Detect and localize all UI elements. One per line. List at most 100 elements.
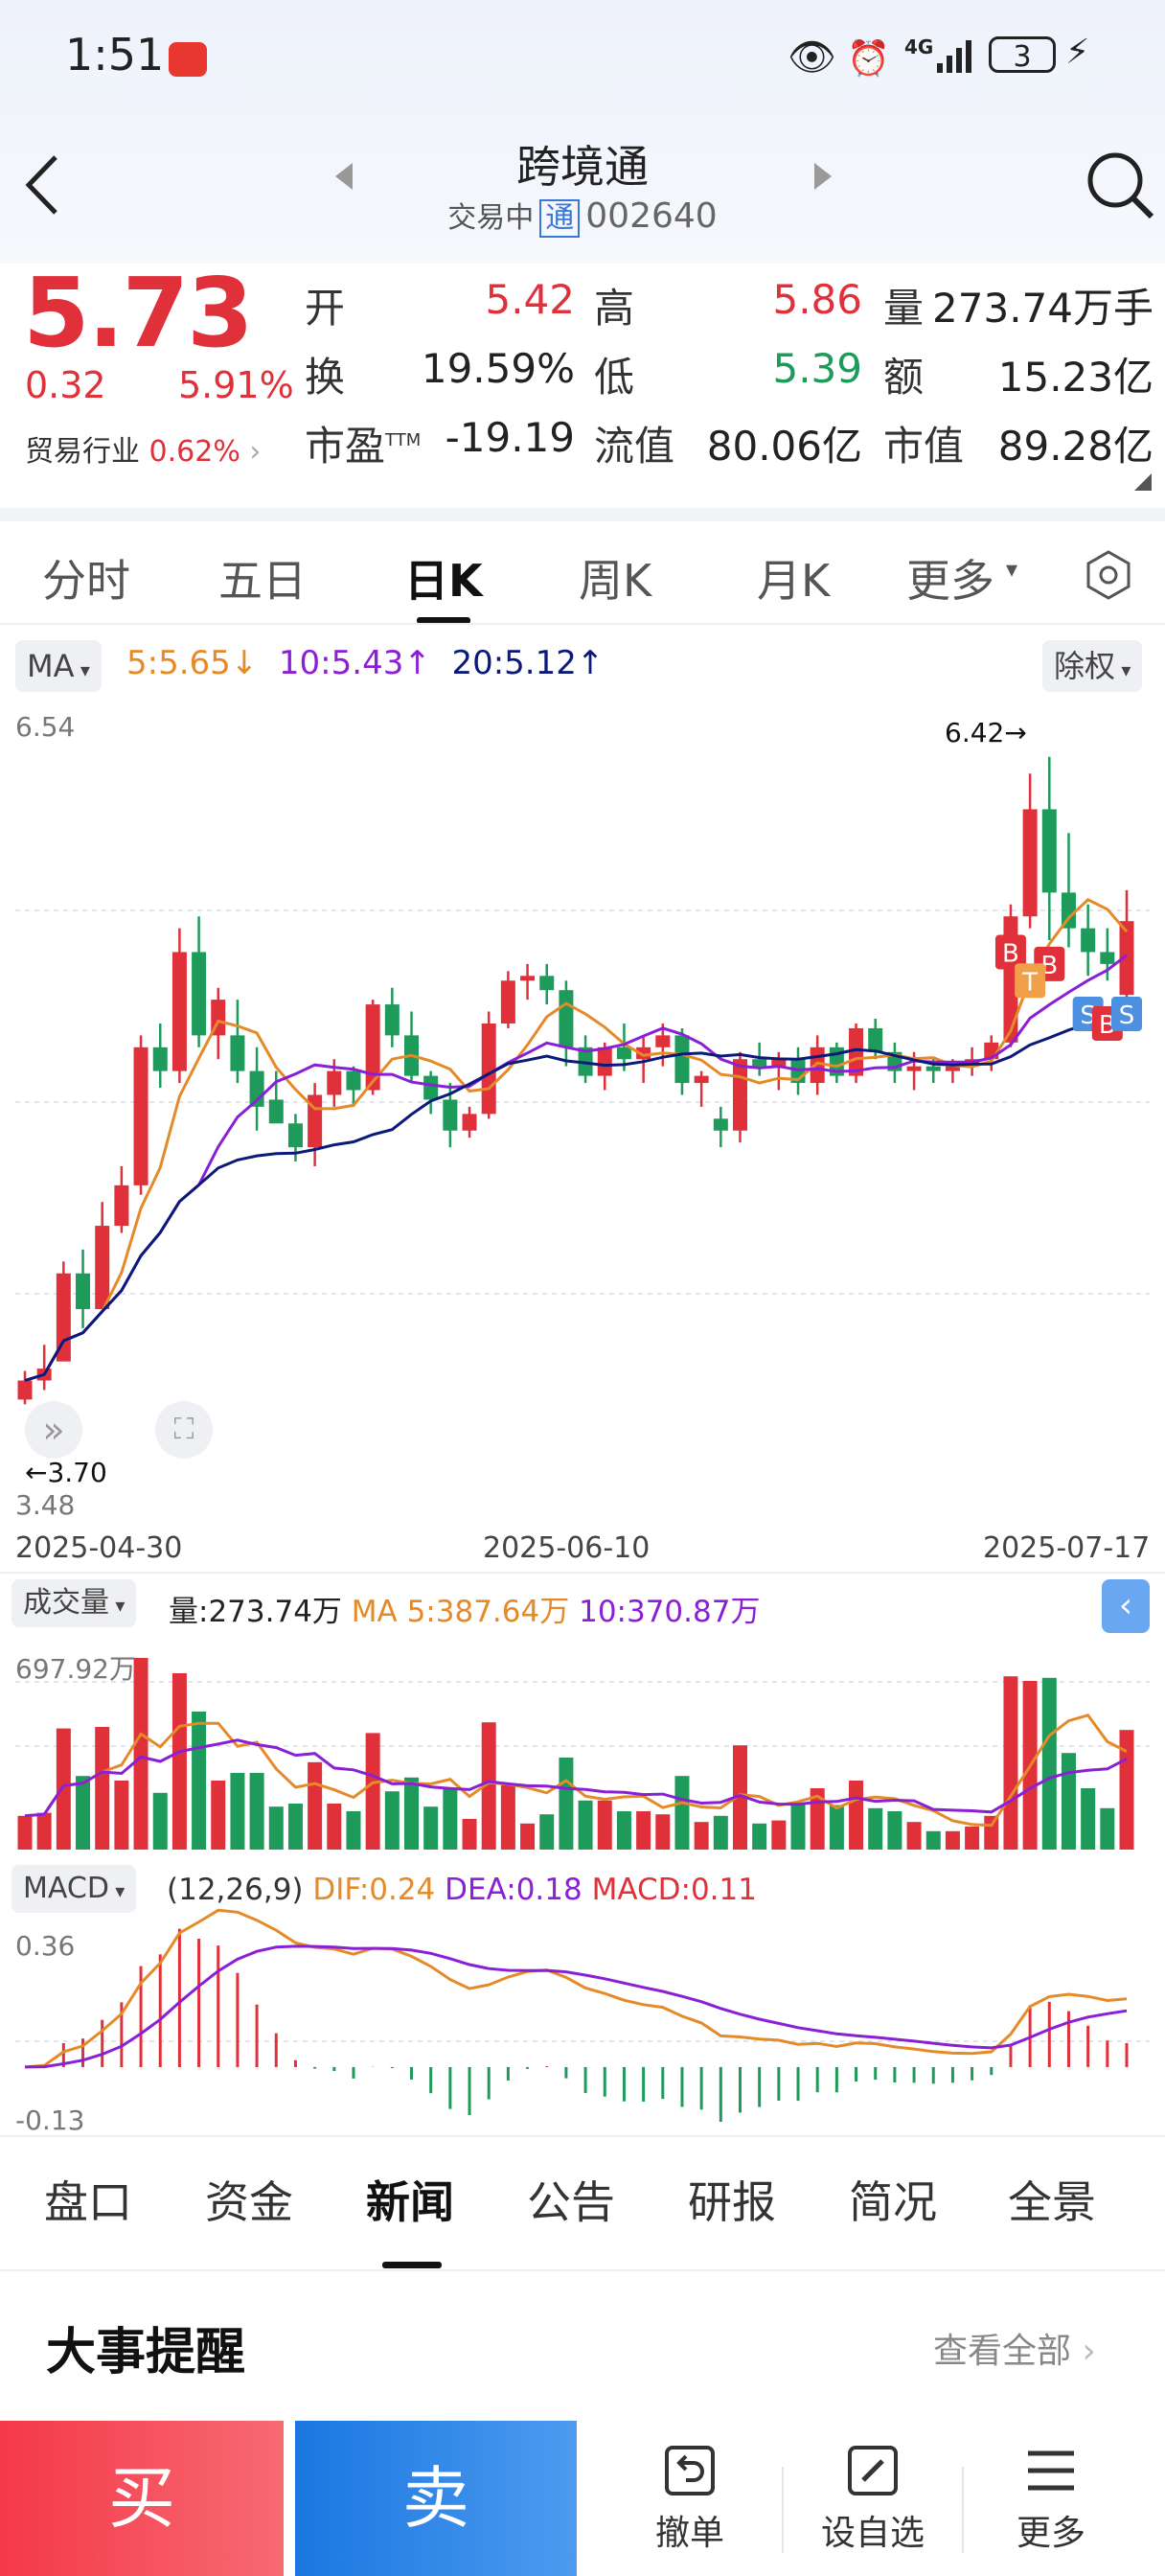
back-icon[interactable]	[21, 151, 63, 222]
volume-bar	[76, 1776, 91, 1850]
tab-1[interactable]: 五日	[218, 555, 307, 607]
fullscreen-icon[interactable]: ⛶	[155, 1401, 213, 1459]
buy-button[interactable]: 买	[0, 2421, 284, 2576]
trade-mark-label: S	[1119, 1001, 1135, 1030]
menu-icon	[979, 2434, 1123, 2505]
ma20-value: 20:5.12↑	[451, 644, 605, 682]
candle-body	[346, 1070, 361, 1091]
stock-code: 002640	[585, 196, 718, 236]
vol-ma10-line	[24, 1738, 1128, 1818]
section-tab-4[interactable]: 研报	[688, 2176, 776, 2228]
volume-bar	[462, 1819, 477, 1850]
cancel-order-button[interactable]: 撤单	[618, 2434, 762, 2555]
candle-body	[868, 1027, 883, 1052]
volume-bar	[520, 1823, 536, 1850]
tab-0[interactable]: 分时	[42, 555, 130, 607]
alarm-icon: ⏰	[847, 39, 890, 79]
volume-bar	[578, 1800, 593, 1850]
volume-bar	[211, 1781, 226, 1850]
section-tab-2[interactable]: 新闻	[366, 2176, 454, 2228]
volume-bar	[36, 1812, 52, 1850]
volume-bar	[133, 1658, 148, 1850]
industry-pct: 0.62%	[148, 435, 240, 469]
macd-selector[interactable]: MACD ▾	[11, 1865, 137, 1913]
section-tab-5[interactable]: 简况	[849, 2176, 937, 2228]
candle-body	[1081, 928, 1096, 953]
candle-body	[171, 952, 187, 1071]
volume-bar	[984, 1815, 999, 1850]
candle-body	[906, 1066, 922, 1071]
trade-mark-label: S	[1080, 1001, 1096, 1030]
candle-body	[1061, 892, 1076, 929]
settings-hex-icon[interactable]	[1083, 548, 1134, 604]
expand-corner-icon[interactable]	[1134, 473, 1152, 494]
more-button[interactable]: 更多	[979, 2434, 1123, 2555]
signal-icon	[935, 36, 979, 75]
search-icon[interactable]	[1085, 150, 1155, 224]
prev-stock-icon[interactable]	[331, 159, 354, 197]
ma-values: 5:5.65↓ 10:5.43↑ 20:5.12↑	[126, 644, 604, 682]
volume-bar	[965, 1827, 980, 1850]
tong-badge: 通	[539, 199, 581, 238]
volume-bar	[597, 1800, 612, 1850]
ma-selector[interactable]: MA ▾	[15, 640, 102, 692]
volume-bar	[404, 1777, 420, 1850]
candle-body	[713, 1118, 728, 1131]
tab-4[interactable]: 月K	[757, 555, 831, 607]
volume-bar	[887, 1811, 902, 1850]
candle-body	[500, 980, 515, 1024]
volume-bar	[636, 1811, 651, 1850]
next-stock-icon[interactable]	[812, 159, 835, 197]
section-tab-3[interactable]: 公告	[527, 2176, 615, 2228]
section-tab-0[interactable]: 盘口	[44, 2176, 132, 2228]
view-all-link[interactable]: 查看全部 ›	[933, 2323, 1096, 2373]
macd-axis-min: -0.13	[15, 2104, 85, 2136]
tab-2[interactable]: 日K	[404, 555, 483, 607]
section-underline	[382, 2262, 442, 2268]
price-change-pct: 5.91%	[178, 364, 294, 406]
tab-3[interactable]: 周K	[579, 555, 652, 607]
ma5-value: 5:5.65↓	[126, 644, 259, 682]
network-label: 4G	[904, 35, 934, 58]
trading-status: 交易中	[447, 201, 535, 235]
volume-bar	[752, 1823, 767, 1850]
expand-left-icon[interactable]: »	[25, 1401, 82, 1459]
collapse-panel-icon[interactable]: ‹	[1102, 1579, 1150, 1633]
section-tab-1[interactable]: 资金	[205, 2176, 293, 2228]
section-tab-6[interactable]: 全景	[1008, 2176, 1096, 2228]
chevron-right-icon: ›	[249, 435, 262, 469]
kline-chart[interactable]: B BTS B S	[0, 700, 1165, 2137]
quote-value: 80.06亿	[706, 423, 862, 470]
candle-body	[365, 1004, 380, 1091]
tab-5[interactable]: 更多	[906, 555, 994, 607]
industry-link[interactable]: 贸易行业 0.62% ›	[25, 427, 261, 470]
stock-name: 跨境通	[516, 141, 649, 193]
volume-bar	[906, 1822, 922, 1850]
volume-bar	[559, 1758, 574, 1850]
stock-subtitle: 交易中通 002640	[0, 194, 1165, 238]
candle-body	[327, 1070, 342, 1095]
volume-axis-max: 697.92万	[15, 1653, 136, 1685]
quote-label-pe: 市盈TTM	[305, 423, 422, 470]
date-start: 2025-04-30	[15, 1531, 183, 1565]
divider	[962, 2467, 964, 2553]
volume-bar	[616, 1811, 631, 1850]
volume-bar	[1061, 1753, 1076, 1850]
sell-button[interactable]: 卖	[295, 2421, 577, 2576]
candle-body	[616, 1046, 631, 1060]
volume-bar	[732, 1745, 747, 1850]
volume-selector[interactable]: 成交量 ▾	[11, 1579, 137, 1627]
candle-body	[230, 1035, 245, 1071]
last-price: 5.73	[23, 257, 254, 369]
quote-value: 19.59%	[421, 345, 575, 392]
caret-down-icon: ▾	[109, 1594, 126, 1617]
candle-body	[674, 1035, 690, 1084]
dif-line	[24, 1908, 1128, 2069]
candle-body	[384, 1004, 400, 1036]
divider	[0, 623, 1165, 625]
adjust-selector[interactable]: 除权 ▾	[1042, 640, 1143, 692]
add-watchlist-button[interactable]: 设自选	[801, 2434, 945, 2555]
volume-bar	[365, 1733, 380, 1850]
candle-body	[287, 1123, 303, 1148]
volume-bar	[249, 1773, 264, 1850]
